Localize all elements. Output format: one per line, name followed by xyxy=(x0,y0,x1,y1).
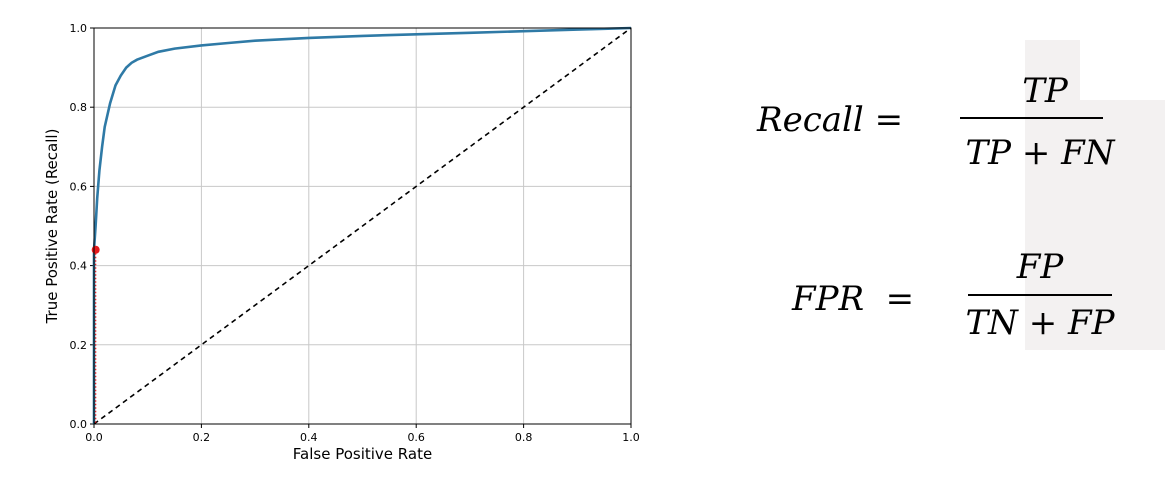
background-shade-lower xyxy=(1025,100,1165,350)
fpr-formula: FPR = FP TN + FP xyxy=(791,247,1116,343)
random-classifier-line xyxy=(93,27,632,425)
y-tick-label: 0.4 xyxy=(70,260,88,273)
fpr-lhs: FPR = xyxy=(791,279,914,319)
threshold-point xyxy=(91,245,100,254)
fpr-numerator: FP xyxy=(1016,247,1065,287)
x-tick-label: 0.8 xyxy=(515,431,533,444)
y-tick-label: 0.6 xyxy=(70,180,88,193)
y-tick-label: 1.0 xyxy=(70,22,88,35)
recall-formula: Recall = TP TP + FN xyxy=(756,71,1116,173)
formula-panel: Recall = TP TP + FN FPR = FP TN + FP xyxy=(756,71,1116,343)
roc-curve-line xyxy=(92,26,632,424)
series-layer xyxy=(91,26,632,425)
recall-numerator: TP xyxy=(1022,71,1069,111)
roc-chart: 0.0 0.2 0.4 0.6 0.8 1.0 0.0 0.2 0.4 0.6 0.8 1.0 Fal… xyxy=(43,22,640,463)
plot-frame xyxy=(93,27,632,425)
fpr-denominator: TN + FP xyxy=(966,303,1116,343)
recall-lhs: Recall = xyxy=(756,100,903,140)
x-tick-label: 0.4 xyxy=(300,431,318,444)
x-tick-label: 0.0 xyxy=(85,431,103,444)
y-axis-label: True Positive Rate (Recall) xyxy=(43,129,61,325)
x-tick-label: 0.6 xyxy=(407,431,425,444)
y-tick-label: 0.8 xyxy=(70,101,88,114)
y-tick-label: 0.2 xyxy=(70,339,88,352)
axis-ticks: 0.0 0.2 0.4 0.6 0.8 1.0 0.0 0.2 0.4 0.6 0.8 1.0 xyxy=(70,22,640,444)
y-tick-label: 0.0 xyxy=(70,418,88,431)
x-tick-label: 0.2 xyxy=(193,431,211,444)
recall-denominator: TP + FN xyxy=(966,133,1116,173)
x-axis-label: False Positive Rate xyxy=(293,445,432,463)
x-tick-label: 1.0 xyxy=(622,431,640,444)
